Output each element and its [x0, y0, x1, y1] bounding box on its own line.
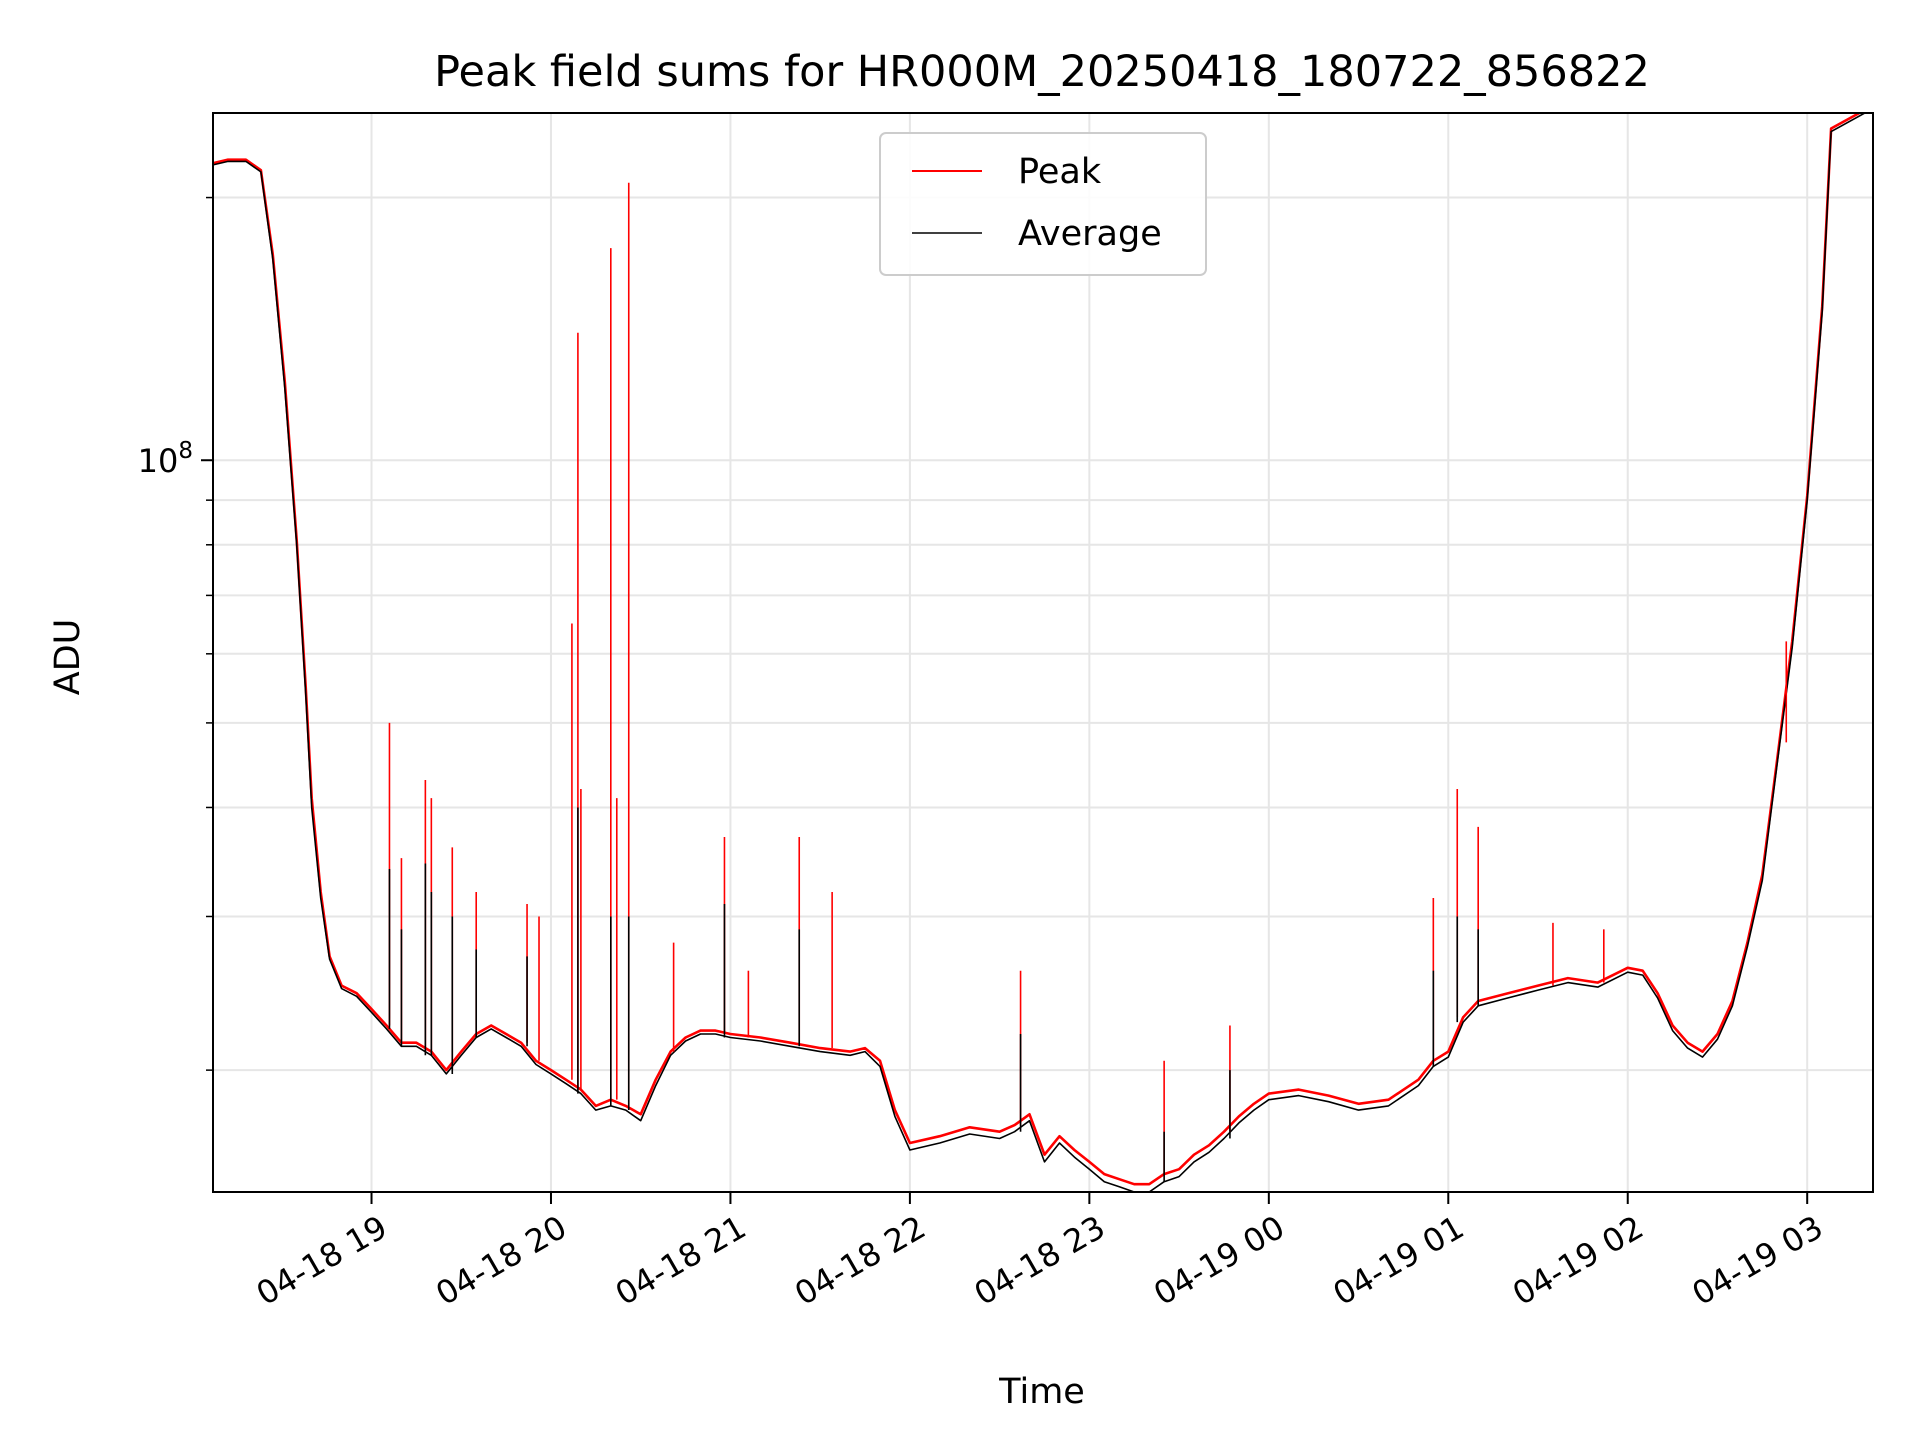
x-axis-label: Time — [998, 1372, 1085, 1412]
x-tick-label: 04-18 22 — [788, 1208, 932, 1313]
legend-box — [879, 132, 1207, 276]
x-tick-label: 04-18 21 — [609, 1208, 753, 1313]
y-tick-label: 108 — [138, 438, 193, 480]
series-line-peak — [213, 113, 1863, 1186]
axes: 04-18 19 04-18 20 04-18 21 04-18 22 04-18 23… — [138, 112, 1874, 1313]
legend-label-peak: Peak — [1018, 152, 1102, 192]
plot-frame — [212, 112, 1874, 1193]
series-line-average — [213, 113, 1867, 1192]
x-tick-label: 04-19 03 — [1686, 1208, 1830, 1313]
chart-title: Peak field sums for HR000M_20250418_1807… — [434, 47, 1650, 97]
x-tick-label: 04-18 23 — [968, 1208, 1112, 1313]
series-layer — [213, 113, 1867, 1192]
plot-area — [213, 113, 1867, 1192]
x-tick-label: 04-18 19 — [250, 1208, 394, 1313]
x-tick-label: 04-19 00 — [1147, 1208, 1291, 1313]
x-tick-label: 04-19 01 — [1327, 1208, 1471, 1313]
x-tick-label: 04-18 20 — [429, 1208, 573, 1313]
y-axis-label: ADU — [48, 619, 88, 696]
x-tick-label: 04-19 02 — [1506, 1208, 1650, 1313]
grid — [213, 113, 1873, 1192]
legend-label-average: Average — [1018, 214, 1162, 254]
legend: Peak Average — [879, 132, 1207, 276]
